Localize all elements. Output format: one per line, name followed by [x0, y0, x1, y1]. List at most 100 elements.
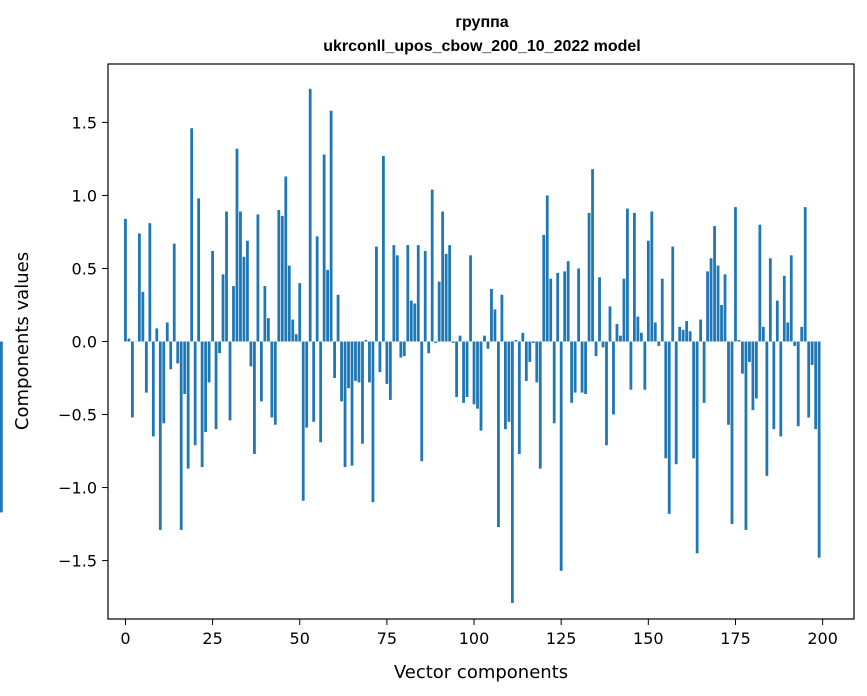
bar-159 — [678, 326, 682, 342]
y-tick-label: 0.0 — [72, 333, 97, 352]
bar-4 — [137, 233, 141, 342]
bar-126 — [563, 271, 567, 342]
chart-subtitle: ukrconll_upos_cbow_200_10_2022 model — [323, 38, 640, 55]
bar-186 — [772, 341, 776, 430]
y-tick-label: −0.5 — [58, 406, 97, 425]
y-tick-label: 0.5 — [72, 259, 97, 278]
bar-142 — [619, 335, 622, 342]
bar-146 — [632, 212, 636, 342]
x-tick-label: 25 — [202, 629, 222, 648]
bar-70 — [368, 341, 371, 383]
bar-87 — [427, 341, 431, 354]
bar-22 — [200, 341, 204, 468]
bar-83 — [413, 303, 417, 342]
bar-56 — [319, 341, 323, 443]
x-tick-label: 175 — [720, 629, 751, 648]
bar-173 — [727, 341, 730, 425]
bar-43 — [273, 341, 277, 425]
bar-199 — [817, 341, 821, 558]
bar-152 — [653, 322, 657, 342]
bar-81 — [406, 245, 410, 342]
bar-71 — [371, 341, 375, 503]
bar-169 — [713, 226, 716, 342]
bar-107 — [497, 341, 500, 527]
bar-89 — [434, 341, 438, 343]
x-tick-label: 100 — [459, 629, 490, 648]
bar-26 — [214, 341, 218, 430]
bar-139 — [608, 306, 612, 342]
bar-28 — [221, 274, 225, 342]
bar-92 — [444, 253, 448, 342]
x-tick-label: 125 — [546, 629, 577, 648]
y-tick-label: −1.0 — [58, 479, 97, 498]
bar-24 — [207, 341, 211, 383]
bar-174 — [730, 341, 734, 525]
bar-120 — [542, 234, 546, 342]
bar-23 — [204, 341, 207, 433]
bar-106 — [493, 309, 497, 342]
bar-108 — [500, 294, 504, 342]
bar-98 — [465, 341, 469, 397]
bar-102 — [479, 341, 483, 431]
bar-101 — [476, 341, 479, 409]
bar-129 — [573, 341, 577, 393]
bar-153 — [657, 341, 661, 346]
bar-123 — [552, 341, 556, 424]
bar-61 — [336, 294, 340, 342]
bar-112 — [514, 340, 518, 342]
bar-37 — [253, 341, 256, 454]
y-axis-label: Components values — [12, 252, 33, 430]
bar-50 — [298, 283, 302, 342]
bar-118 — [535, 341, 539, 383]
bar-95 — [455, 341, 458, 397]
bar-168 — [709, 258, 713, 342]
bar-94 — [451, 341, 455, 343]
bar-74 — [382, 156, 385, 342]
bar-5 — [141, 291, 145, 342]
bar-135 — [594, 341, 598, 357]
bar-187 — [775, 300, 779, 342]
bar-161 — [685, 321, 689, 342]
bar-154 — [660, 278, 664, 342]
bar-14 — [172, 243, 176, 342]
bar-78 — [395, 255, 399, 342]
bar-180 — [751, 341, 755, 411]
bar-124 — [556, 272, 560, 342]
bar-68 — [361, 341, 364, 444]
bar-143 — [622, 278, 626, 342]
bar-144 — [626, 208, 629, 342]
bar-82 — [409, 300, 413, 342]
bar-51 — [301, 341, 305, 501]
bar-138 — [605, 341, 608, 446]
y-tick-label: −1.5 — [58, 552, 97, 571]
bar-77 — [392, 245, 396, 342]
bar-147 — [636, 316, 640, 342]
bar-170 — [716, 265, 720, 342]
bar-119 — [538, 341, 542, 469]
bar-36 — [249, 341, 253, 367]
bar-188 — [779, 341, 783, 437]
bar-75 — [385, 341, 389, 384]
bar-64 — [347, 341, 350, 389]
bar-105 — [490, 288, 493, 342]
bar-48 — [291, 319, 295, 342]
bar-183 — [761, 326, 765, 342]
bar-54 — [312, 341, 316, 422]
bar-115 — [524, 341, 528, 381]
bar-104 — [486, 341, 490, 349]
bar-34 — [242, 256, 246, 342]
bar-165 — [699, 319, 703, 342]
bar-53 — [308, 88, 312, 342]
bar-99 — [469, 255, 472, 342]
bar-179 — [748, 341, 751, 362]
bar-80 — [402, 341, 406, 357]
bar-39 — [259, 341, 263, 402]
bar-155 — [664, 341, 668, 459]
bar-79 — [399, 341, 403, 358]
bar-52 — [305, 341, 309, 428]
bar-149 — [643, 341, 647, 390]
chart-title: группа — [455, 14, 508, 31]
bar-1 — [127, 338, 131, 342]
y-axis-ticks: −1.5 −1.0 −0.5 0.0 0.5 1.0 1.5 — [58, 113, 108, 571]
bar-27 — [218, 341, 221, 354]
